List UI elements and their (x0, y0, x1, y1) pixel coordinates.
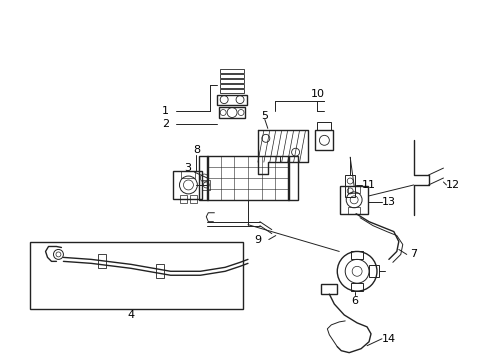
Bar (199, 156, 208, 200)
Bar (347, 186, 359, 193)
Bar (219, 107, 244, 118)
Text: 6: 6 (351, 296, 358, 306)
Bar (340, 186, 367, 214)
Bar (368, 265, 378, 277)
Text: 1: 1 (162, 105, 169, 116)
Text: 3: 3 (183, 163, 190, 173)
Bar (315, 130, 333, 150)
Text: 13: 13 (381, 197, 395, 207)
Bar (317, 122, 331, 130)
Bar (202, 180, 210, 190)
Bar (217, 95, 246, 105)
Bar (220, 84, 244, 88)
Text: 9: 9 (254, 234, 261, 244)
Text: 14: 14 (381, 334, 395, 344)
Bar (181, 171, 195, 178)
Bar (172, 171, 202, 199)
Text: 12: 12 (446, 180, 460, 190)
Bar (30, 242, 243, 309)
Text: 2: 2 (162, 120, 169, 130)
Bar (287, 156, 297, 200)
Bar (350, 283, 362, 291)
Bar (350, 251, 362, 260)
Bar (347, 207, 359, 214)
Text: 7: 7 (409, 249, 416, 260)
Bar (220, 69, 244, 73)
Bar (207, 156, 288, 200)
Text: 10: 10 (310, 89, 324, 99)
Bar (220, 79, 244, 83)
Bar (220, 74, 244, 78)
Bar (180, 195, 187, 203)
Text: 5: 5 (261, 111, 268, 121)
Bar (321, 284, 337, 294)
Bar (190, 195, 197, 203)
Bar (98, 255, 106, 268)
Bar (220, 89, 244, 93)
Text: 11: 11 (361, 180, 375, 190)
Text: 4: 4 (127, 310, 134, 320)
Bar (345, 175, 354, 197)
Bar (155, 264, 163, 278)
Text: 8: 8 (192, 145, 200, 155)
